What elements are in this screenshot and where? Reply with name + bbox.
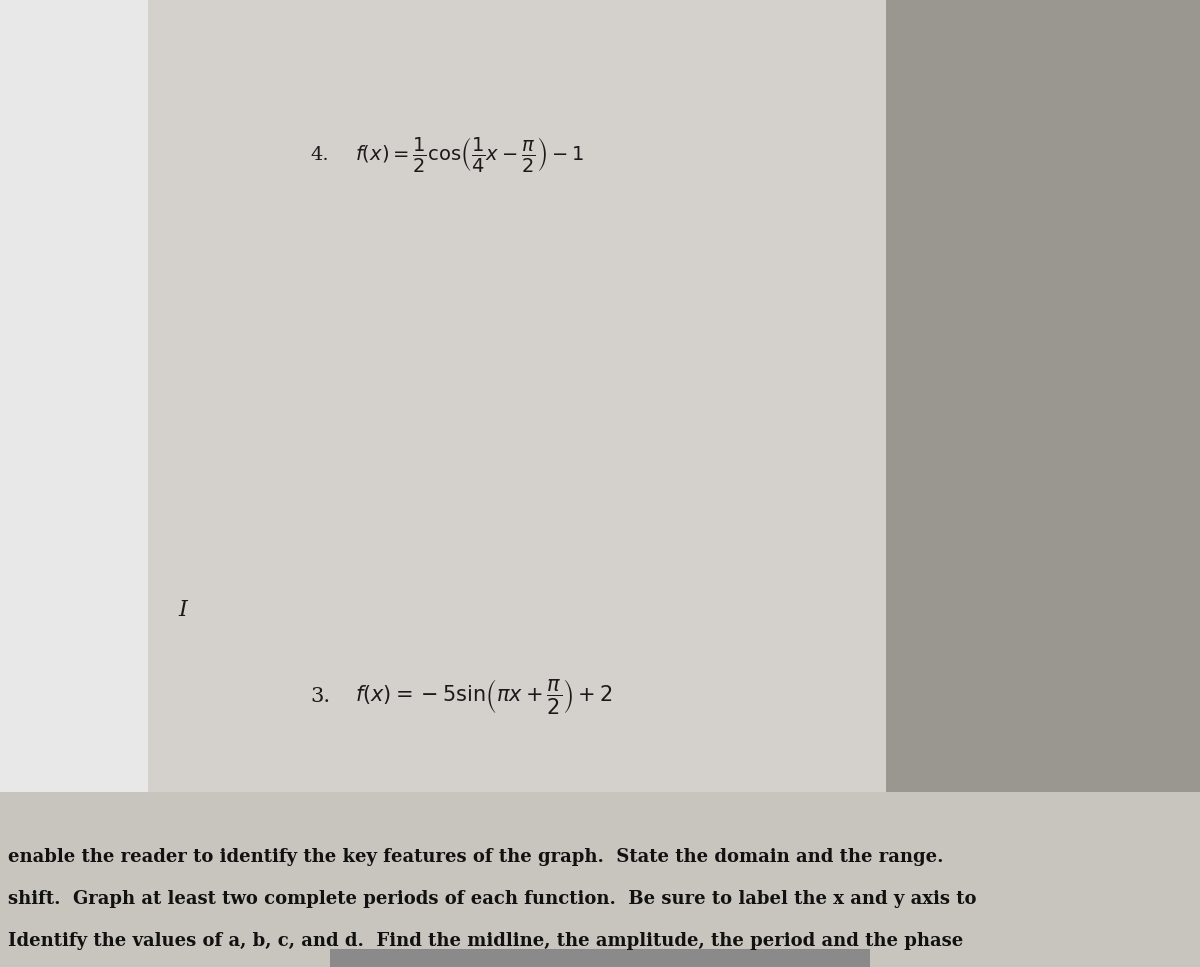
Bar (148, 0, 886, 792)
Text: 3.: 3. (310, 688, 330, 707)
Text: $f(x)=-5\sin\!\left(\pi x+\dfrac{\pi}{2}\right)+2$: $f(x)=-5\sin\!\left(\pi x+\dfrac{\pi}{2}… (355, 678, 613, 717)
Text: I: I (178, 599, 187, 621)
Bar (330, 949, 870, 967)
Text: $f(x)=\dfrac{1}{2}\cos\!\left(\dfrac{1}{4}x-\dfrac{\pi}{2}\right)-1$: $f(x)=\dfrac{1}{2}\cos\!\left(\dfrac{1}{… (355, 135, 584, 174)
Text: Identify the values of a, b, c, and d.  Find the midline, the amplitude, the per: Identify the values of a, b, c, and d. F… (8, 932, 964, 950)
Text: 4.: 4. (310, 146, 329, 164)
Bar (0, 792, 1200, 967)
Text: enable the reader to identify the key features of the graph.  State the domain a: enable the reader to identify the key fe… (8, 848, 943, 866)
Bar (886, 0, 1200, 792)
Text: shift.  Graph at least two complete periods of each function.  Be sure to label : shift. Graph at least two complete perio… (8, 890, 977, 908)
Bar (0, 0, 148, 792)
